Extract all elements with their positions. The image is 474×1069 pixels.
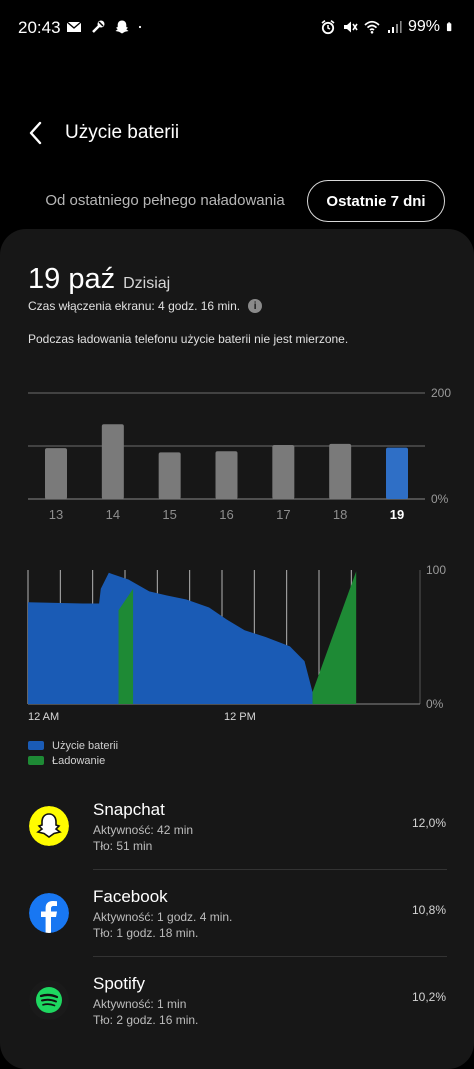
snapchat-ghost-icon bbox=[115, 20, 129, 34]
daily-usage-bar-chart: 200 0% 13 14 15 16 17 18 19 bbox=[28, 386, 451, 522]
chart-legend: Użycie baterii Ładowanie bbox=[28, 738, 118, 768]
app-active-time: Aktywność: 1 min bbox=[93, 997, 187, 1011]
status-time: 20:43 bbox=[18, 18, 61, 37]
signal-icon bbox=[387, 21, 402, 33]
app-row-spotify[interactable]: Spotify Aktywność: 1 min Tło: 2 godz. 16… bbox=[0, 972, 474, 1052]
x-tick-label: 13 bbox=[49, 507, 63, 522]
app-bar: Użycie baterii bbox=[0, 110, 474, 154]
app-percent: 10,2% bbox=[411, 990, 446, 1004]
x-tick-label: 19 bbox=[390, 507, 404, 522]
legend-label-usage: Użycie baterii bbox=[52, 739, 119, 752]
alarm-icon bbox=[321, 19, 335, 35]
y-tick-label: 100 bbox=[426, 563, 446, 577]
bar-14 bbox=[101, 424, 124, 499]
wifi-icon bbox=[364, 20, 380, 34]
battery-percent: 99% bbox=[407, 18, 440, 35]
notification-icons bbox=[66, 19, 146, 35]
back-arrow-icon[interactable] bbox=[22, 118, 52, 148]
legend-label-charging: Ładowanie bbox=[52, 754, 106, 767]
app-background-time: Tło: 1 godz. 18 min. bbox=[93, 926, 199, 940]
x-tick-label: 14 bbox=[106, 507, 120, 522]
tab-last-7-days[interactable]: Ostatnie 7 dni bbox=[307, 180, 445, 222]
bar-18 bbox=[329, 443, 352, 499]
charging-area-1 bbox=[118, 588, 134, 704]
charging-area-2 bbox=[312, 571, 357, 704]
x-tick-label: 12 PM bbox=[224, 711, 256, 723]
bar-15 bbox=[158, 452, 181, 499]
x-tick-label: 15 bbox=[162, 507, 176, 522]
facebook-icon bbox=[29, 893, 69, 933]
app-background-time: Tło: 51 min bbox=[93, 839, 153, 853]
tab-since-full-charge[interactable]: Od ostatniego pełnego naładowania bbox=[45, 192, 285, 209]
x-tick-label: 16 bbox=[219, 507, 233, 522]
legend-item-usage: Użycie baterii bbox=[28, 738, 118, 753]
bar-19 bbox=[386, 447, 408, 499]
app-name: Spotify bbox=[93, 974, 145, 993]
y-tick-label: 0% bbox=[426, 697, 444, 711]
info-icon[interactable]: i bbox=[248, 299, 263, 313]
divider bbox=[93, 869, 447, 870]
app-active-time: Aktywność: 1 godz. 4 min. bbox=[93, 910, 233, 924]
x-tick-label: 17 bbox=[276, 507, 290, 522]
app-percent: 12,0% bbox=[411, 816, 446, 830]
app-row-snapchat[interactable]: Snapchat Aktywność: 42 min Tło: 51 min 1… bbox=[0, 798, 474, 878]
mail-icon bbox=[66, 21, 82, 32]
legend-swatch-usage bbox=[28, 741, 44, 750]
bar-17 bbox=[272, 444, 295, 499]
y-tick-label: 0% bbox=[431, 492, 449, 506]
x-tick-label: 12 AM bbox=[28, 711, 59, 723]
mute-icon bbox=[343, 21, 358, 33]
system-icons: 99% bbox=[320, 18, 456, 36]
app-name: Facebook bbox=[93, 887, 168, 906]
x-tick-label: 18 bbox=[333, 507, 347, 522]
date-heading: 19 paź Dzisiaj bbox=[28, 263, 170, 296]
legend-swatch-charging bbox=[28, 756, 44, 765]
page-title: Użycie baterii bbox=[65, 122, 180, 143]
selected-date: 19 paź bbox=[28, 263, 116, 295]
app-background-time: Tło: 2 godz. 16 min. bbox=[93, 1013, 199, 1027]
app-row-facebook[interactable]: Facebook Aktywność: 1 godz. 4 min. Tło: … bbox=[0, 885, 474, 965]
screen-time: Czas włączenia ekranu: 4 godz. 16 min. i bbox=[28, 299, 263, 313]
tools-icon bbox=[92, 20, 105, 33]
snapchat-icon bbox=[29, 806, 69, 846]
divider bbox=[93, 956, 447, 957]
spotify-icon bbox=[29, 980, 69, 1020]
app-name: Snapchat bbox=[93, 800, 165, 819]
dot-icon bbox=[138, 25, 142, 29]
status-bar: 20:43 99% bbox=[0, 0, 474, 56]
battery-icon bbox=[446, 22, 452, 32]
usage-area bbox=[28, 572, 313, 704]
battery-charts: 200 0% 13 14 15 16 17 18 19 100 0% 12 AM 12 PM bbox=[27, 386, 451, 723]
app-active-time: Aktywność: 42 min bbox=[93, 823, 194, 837]
screen-time-text: Czas włączenia ekranu: 4 godz. 16 min. bbox=[28, 299, 241, 313]
charging-note: Podczas ładowania telefonu użycie bateri… bbox=[28, 332, 349, 346]
y-tick-label: 200 bbox=[431, 386, 451, 400]
hourly-level-chart: 100 0% 12 AM 12 PM bbox=[27, 563, 446, 723]
bar-13 bbox=[45, 448, 67, 499]
date-note: Dzisiaj bbox=[123, 275, 171, 292]
legend-item-charging: Ładowanie bbox=[28, 753, 118, 768]
bar-16 bbox=[215, 451, 238, 499]
app-percent: 10,8% bbox=[411, 903, 446, 917]
